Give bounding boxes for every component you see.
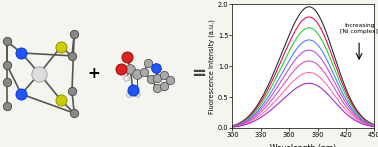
X-axis label: Wavelength (nm): Wavelength (nm) [270,144,336,147]
Text: +: + [87,66,100,81]
Text: Increasing
[Ni complex]: Increasing [Ni complex] [340,23,378,34]
Y-axis label: Fluorescence Intensity (a.u.): Fluorescence Intensity (a.u.) [208,19,215,114]
Text: =: = [192,65,206,82]
